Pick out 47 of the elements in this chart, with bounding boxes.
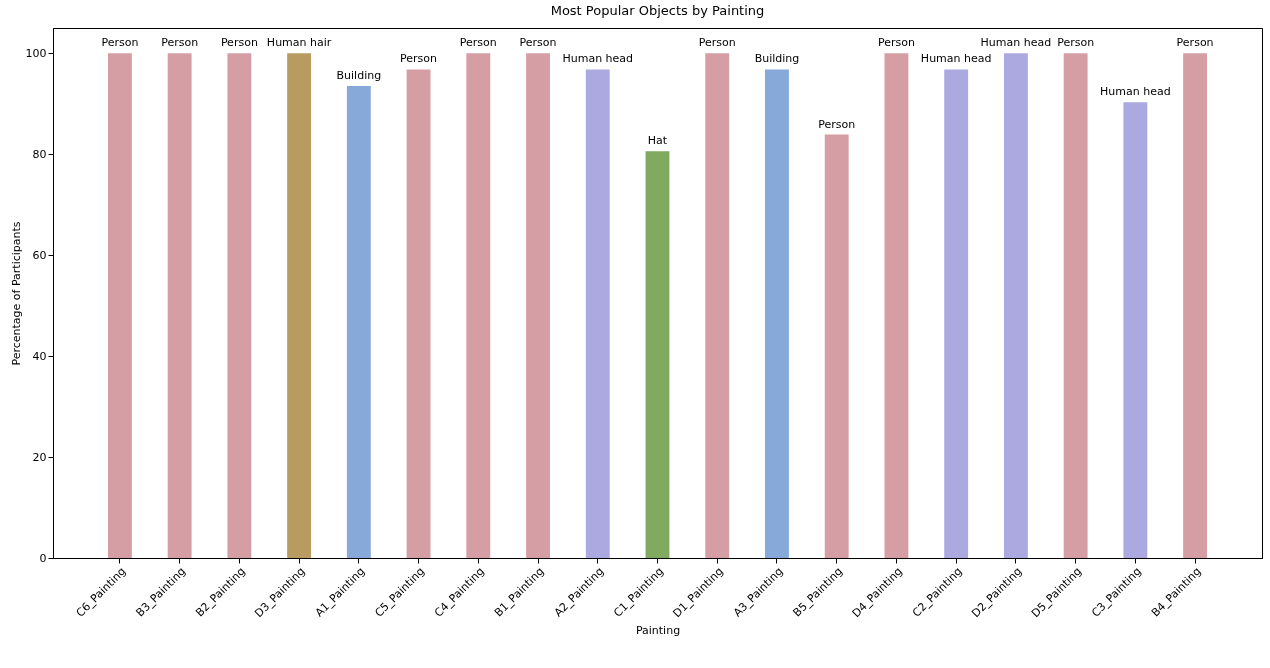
annotation: Person [161,36,199,50]
annotation: Person [818,117,856,131]
bar [526,53,550,558]
bar [944,69,969,558]
annotation: Building [336,69,382,83]
annotation: Person [1057,36,1095,50]
annotation: Human hair [266,36,332,50]
annotation: Person [1176,36,1214,50]
annotation: Human head [562,52,634,66]
chart-title: Most Popular Objects by Painting [550,3,765,18]
y-tick-label: 0 [39,551,47,565]
annotation: Hat [647,134,668,148]
bar [227,53,252,558]
y-tick-label: 40 [32,349,47,363]
annotation: Person [519,36,557,50]
bar [585,69,610,558]
bar [645,151,670,558]
bar [1123,102,1148,558]
bar [406,69,431,558]
y-tick-label: 20 [32,450,47,464]
y-tick-label: 100 [25,46,47,60]
y-axis-title: Percentage of Participants [9,221,23,366]
annotation: Person [459,36,497,50]
x-axis-title: Painting [635,624,681,638]
annotation: Human head [980,36,1052,50]
annotation: Person [698,36,736,50]
annotation: Person [220,36,258,50]
bar [346,86,371,558]
bar [1003,53,1028,558]
bar [107,53,132,558]
bar [167,53,192,558]
annotation: Human head [920,52,992,66]
annotation: Person [877,36,915,50]
annotation: Human head [1100,85,1171,99]
bar [765,69,789,558]
annotation: Building [754,52,800,66]
annotation: Person [400,52,438,66]
bar [1183,53,1208,558]
bar [1063,53,1088,558]
bar [466,53,491,558]
y-tick-label: 80 [32,147,47,161]
annotation: Person [101,36,139,50]
bar [705,53,730,558]
bar [824,134,849,558]
bar [884,53,909,558]
y-tick-label: 60 [32,248,47,262]
bar [287,53,312,558]
